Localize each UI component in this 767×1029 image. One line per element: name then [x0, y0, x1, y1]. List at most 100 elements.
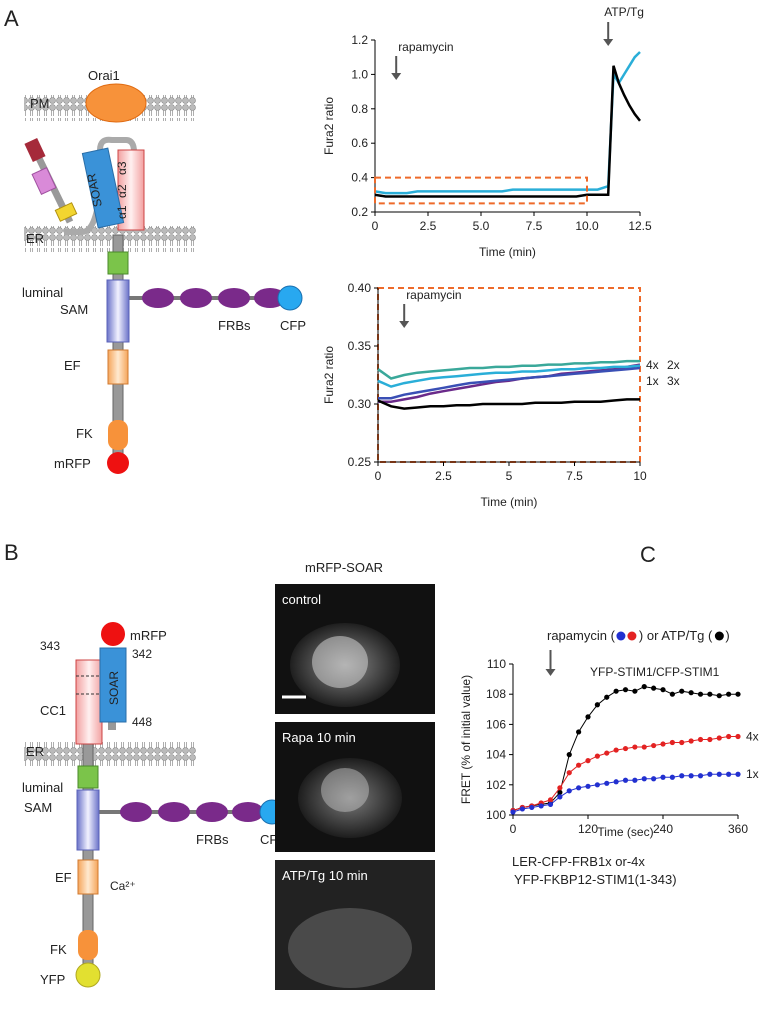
data-point — [613, 747, 619, 753]
panel-label: C — [640, 542, 656, 567]
data-point — [716, 735, 722, 741]
data-point — [613, 779, 619, 785]
data-point — [688, 690, 694, 696]
x-tick-label: 0 — [372, 219, 379, 233]
data-point — [510, 809, 516, 815]
legend-label: 2x — [667, 358, 680, 372]
arrow-head — [391, 73, 402, 80]
caption: YFP-FKBP12-STIM1(1-343) — [514, 872, 677, 887]
data-point — [613, 688, 619, 694]
stalk — [108, 720, 116, 730]
annotation: ATP/Tg — [604, 5, 644, 19]
data-point — [707, 691, 713, 697]
data-point — [622, 745, 629, 752]
linker — [97, 136, 137, 153]
data-point — [688, 738, 694, 744]
data-point — [716, 693, 722, 699]
y-tick-label: 100 — [486, 808, 506, 822]
frb — [180, 288, 212, 308]
cell — [321, 768, 369, 812]
data-point — [669, 774, 675, 780]
y-tick-label: 1.2 — [351, 33, 368, 47]
y-tick-label: 0.35 — [348, 339, 372, 353]
fk-box — [108, 420, 128, 450]
yfp-circle — [75, 962, 101, 988]
mrfp-circle — [101, 622, 125, 646]
annotation-part: rapamycin ( — [547, 628, 616, 643]
label: α2 — [115, 184, 129, 198]
orai — [85, 83, 147, 123]
x-tick-label: 10.0 — [575, 219, 599, 233]
data-point — [547, 797, 554, 803]
data-point — [529, 804, 535, 811]
data-point — [576, 729, 582, 735]
x-tick-label: 120 — [578, 822, 598, 836]
label: ER — [26, 231, 44, 246]
series-line — [378, 363, 641, 403]
x-axis-label: Time (sec) — [597, 825, 653, 839]
cell — [312, 636, 368, 688]
frb — [158, 802, 190, 822]
series-line — [378, 366, 641, 400]
label: YFP — [40, 972, 65, 987]
y-tick-label: 104 — [486, 748, 506, 762]
caption: LER-CFP-FRB1x or-4x — [512, 854, 645, 869]
x-tick-label: 2.5 — [420, 219, 437, 233]
y-tick-label: 0.2 — [351, 205, 368, 219]
diagram-b: mRFP 342 343 CC1 SOAR 448 ER luminal SAM… — [22, 622, 286, 988]
zoom-box — [374, 176, 588, 205]
sam-box — [106, 279, 130, 343]
mrfp-circle — [107, 452, 129, 474]
legend-label: 1x — [746, 767, 759, 781]
frb — [232, 802, 264, 822]
y-tick-label: 0.40 — [348, 281, 372, 295]
arrow-head — [399, 321, 410, 328]
y-tick-label: 0.30 — [348, 397, 372, 411]
label: FK — [50, 942, 67, 957]
x-axis-label: Time (min) — [481, 495, 538, 509]
annotation: rapamycin — [398, 40, 453, 54]
cell — [288, 908, 412, 988]
series-line — [377, 398, 640, 410]
data-point — [594, 702, 600, 708]
data-point — [669, 739, 675, 746]
data-point — [726, 771, 732, 777]
data-point — [716, 771, 722, 777]
x-axis-label: Time (min) — [479, 245, 536, 259]
data-point — [547, 801, 554, 808]
panel-label: B — [4, 540, 19, 565]
data-point — [566, 770, 572, 776]
data-point — [679, 739, 685, 746]
y-axis-label: Fura2 ratio — [322, 97, 336, 155]
data-point — [726, 733, 732, 740]
label: SAM — [24, 800, 52, 815]
x-tick-label: 10 — [633, 469, 647, 483]
data-point — [585, 758, 591, 764]
label: luminal — [22, 285, 63, 300]
label: mRFP — [130, 628, 167, 643]
label: α3 — [115, 161, 129, 175]
x-tick-label: 5 — [506, 469, 513, 483]
data-point — [594, 782, 600, 788]
data-point — [735, 733, 741, 740]
y-tick-label: 102 — [486, 778, 506, 792]
data-point — [585, 714, 591, 720]
data-point — [557, 785, 563, 791]
data-point — [651, 685, 657, 691]
box — [31, 166, 57, 196]
cc1-box — [75, 659, 103, 745]
series-line — [377, 359, 640, 380]
x-tick-label: 12.5 — [628, 219, 652, 233]
y-axis-label: FRET (% of initial value) — [459, 675, 473, 804]
data-point — [566, 752, 572, 758]
data-point — [660, 687, 666, 693]
cfp-circle — [277, 285, 303, 311]
tm-box — [77, 765, 99, 789]
alpha-box — [117, 149, 145, 231]
legend-label: 4x — [646, 358, 659, 372]
annotation: rapamycin — [406, 288, 461, 302]
data-point — [576, 762, 582, 768]
series-line — [374, 51, 641, 195]
data-point — [566, 788, 572, 794]
arrow-head — [603, 39, 614, 46]
